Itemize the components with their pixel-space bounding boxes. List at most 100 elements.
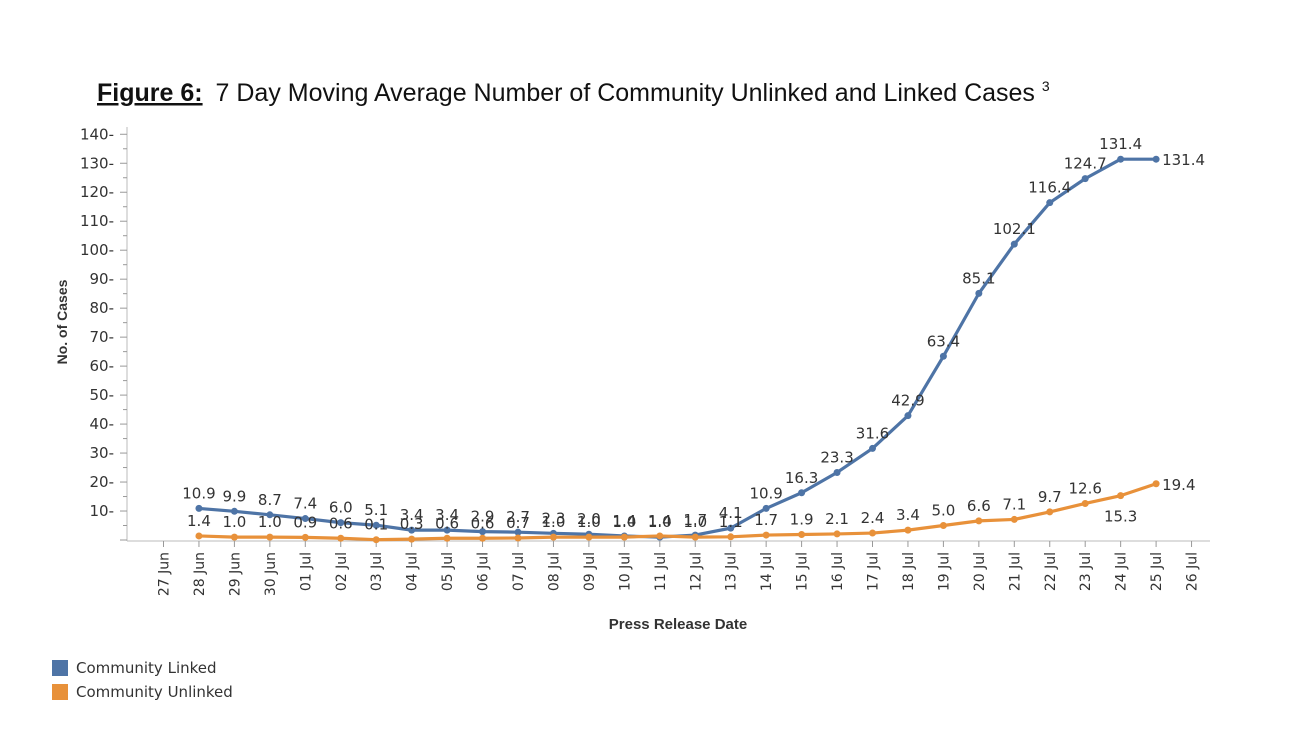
- legend: Community Linked Community Unlinked: [52, 656, 233, 704]
- point-linked: [975, 289, 983, 297]
- x-tick-label: 26 Jul: [1185, 552, 1201, 591]
- data-label-linked: 1.7: [683, 511, 707, 529]
- y-tick-label: 50-: [90, 386, 115, 404]
- point-unlinked: [939, 522, 947, 530]
- data-label-linked: 6.0: [329, 499, 353, 517]
- legend-item-linked: Community Linked: [52, 656, 233, 680]
- y-tick-label: 90-: [90, 270, 115, 288]
- data-label-unlinked: 0.9: [293, 513, 317, 531]
- x-tick-label: 03 Jul: [369, 552, 385, 591]
- data-label-linked: 85.1: [962, 269, 995, 287]
- data-label-unlinked: 1.9: [790, 510, 814, 528]
- point-linked: [833, 468, 841, 476]
- data-label-linked: 124.7: [1064, 155, 1107, 173]
- data-label-unlinked: 1.0: [683, 513, 707, 531]
- data-label-linked: 102.1: [993, 220, 1036, 238]
- data-label-unlinked: 12.6: [1068, 479, 1101, 497]
- data-label-unlinked: 0.3: [400, 515, 424, 533]
- point-unlinked: [727, 533, 735, 541]
- x-tick-label: 23 Jul: [1078, 552, 1094, 591]
- legend-item-unlinked: Community Unlinked: [52, 680, 233, 704]
- point-unlinked: [1117, 492, 1125, 500]
- data-label-unlinked: 1.1: [719, 513, 743, 531]
- x-tick-label: 12 Jul: [688, 552, 704, 591]
- point-unlinked: [798, 530, 806, 538]
- y-tick-label: 130-: [80, 154, 114, 172]
- data-label-unlinked: 1.4: [187, 512, 211, 530]
- point-unlinked: [904, 526, 912, 534]
- data-label-unlinked: 3.4: [896, 506, 920, 524]
- legend-label-unlinked: Community Unlinked: [76, 683, 233, 701]
- point-linked: [869, 444, 876, 452]
- plot-area: 10- 20- 30- 40- 50- 60- 70- 80- 90- 100- 110- 120- 1…: [80, 125, 1210, 596]
- x-tick-label: 08 Jul: [546, 552, 562, 591]
- point-linked: [1152, 155, 1160, 163]
- data-label-unlinked: 9.7: [1038, 488, 1062, 506]
- x-tick-label: 30 Jun: [263, 552, 279, 596]
- data-label-unlinked: 1.0: [577, 513, 601, 531]
- x-tick-label: 28 Jun: [192, 552, 208, 596]
- point-unlinked: [266, 533, 274, 541]
- data-label-unlinked: 1.0: [258, 513, 282, 531]
- point-unlinked: [691, 533, 699, 541]
- x-tick-label: 07 Jul: [511, 552, 527, 591]
- data-label-unlinked: 0.7: [506, 514, 530, 532]
- y-tick-label: 120-: [80, 183, 114, 201]
- legend-swatch-linked: [52, 660, 68, 676]
- point-linked: [195, 504, 203, 512]
- data-label-linked: 4.1: [719, 504, 743, 522]
- point-unlinked: [301, 533, 309, 541]
- point-linked: [1117, 155, 1125, 163]
- data-label-linked: 3.4: [435, 506, 459, 524]
- data-label-linked: 2.7: [506, 508, 530, 526]
- y-tick-label: 20-: [90, 473, 115, 491]
- point-unlinked: [408, 535, 416, 543]
- data-label-linked: 1.4: [612, 512, 636, 530]
- point-linked: [1081, 175, 1089, 183]
- x-tick-label: 15 Jul: [795, 552, 811, 591]
- data-label-unlinked: 6.6: [967, 497, 991, 515]
- x-tick-label: 05 Jul: [440, 552, 456, 591]
- data-label-linked: 5.1: [364, 501, 388, 519]
- data-label-linked: 10.9: [182, 484, 215, 502]
- data-label-linked: 131.4: [1162, 151, 1205, 169]
- point-unlinked: [443, 534, 451, 542]
- point-unlinked: [1046, 508, 1054, 516]
- point-unlinked: [230, 533, 238, 541]
- data-label-unlinked: 1.4: [648, 512, 672, 530]
- x-tick-label: 09 Jul: [582, 552, 598, 591]
- y-tick-label: 10-: [90, 502, 115, 520]
- x-tick-label: 19 Jul: [936, 552, 952, 591]
- series-line-unlinked: [198, 482, 1157, 542]
- y-tick-label: 110-: [80, 212, 114, 230]
- data-label-linked: 42.9: [891, 392, 924, 410]
- point-linked: [762, 504, 770, 512]
- point-unlinked: [1152, 480, 1160, 488]
- data-label-linked: 63.4: [927, 332, 960, 350]
- data-label-unlinked: 1.7: [754, 511, 778, 529]
- data-label-linked: 131.4: [1099, 135, 1142, 153]
- data-label-unlinked: 7.1: [1002, 495, 1026, 513]
- x-tick-label: 06 Jul: [476, 552, 492, 591]
- point-unlinked: [833, 530, 841, 538]
- x-tick-label: 24 Jul: [1114, 552, 1130, 591]
- point-unlinked: [1081, 499, 1089, 507]
- point-linked: [798, 489, 806, 497]
- point-linked: [266, 511, 274, 519]
- point-unlinked: [620, 533, 628, 541]
- y-tick-label: 80-: [90, 299, 115, 317]
- data-label-linked: 10.9: [749, 484, 782, 502]
- point-unlinked: [656, 532, 664, 540]
- x-tick-label: 29 Jun: [227, 552, 243, 596]
- y-tick-label: 60-: [90, 357, 115, 375]
- point-unlinked: [479, 534, 487, 542]
- data-label-unlinked: 0.1: [364, 516, 388, 534]
- data-label-linked: 9.9: [222, 487, 246, 505]
- x-tick-label: 17 Jul: [866, 552, 882, 591]
- y-tick-label: 30-: [90, 444, 115, 462]
- x-tick-label: 21 Jul: [1007, 552, 1023, 591]
- y-tick-label: 70-: [90, 328, 115, 346]
- x-tick-label: 16 Jul: [830, 552, 846, 591]
- point-linked: [408, 526, 416, 534]
